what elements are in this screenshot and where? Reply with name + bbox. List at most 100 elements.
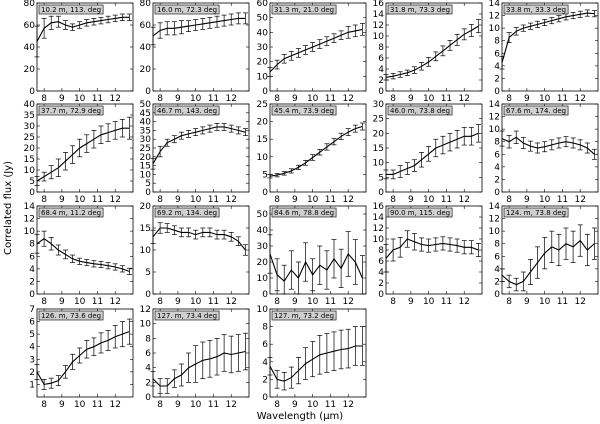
y-tick-label: 4 [29,265,35,275]
chart-panel-18: 0 2 4 6 8 10 8 9 10 11 12 127. m, 73.2 deg [257,305,367,410]
panel-title-box [154,207,220,218]
y-tick-label: 0 [378,188,384,198]
y-tick-label: 25 [373,115,384,125]
x-tick-label: 12 [342,94,353,104]
y-tick-label: 10 [24,166,36,176]
x-tick-label: 11 [92,400,103,410]
y-tick-label: 40 [257,226,269,236]
x-tick-label: 12 [225,400,236,410]
y-tick-label: 10 [489,227,501,237]
y-tick-label: 1 [29,380,35,390]
y-tick-label: 0 [145,188,151,198]
y-tick-label: 60 [257,0,269,9]
panel-title-box [503,4,569,15]
x-tick-label: 11 [325,195,336,205]
y-tick-label: 8 [494,240,500,250]
x-tick-label: 9 [408,297,414,307]
x-tick-label: 12 [458,94,469,104]
x-tick-label: 8 [274,94,280,104]
y-tick-label: 4 [145,364,151,374]
x-tick-label: 11 [441,297,452,307]
y-tick-label: 8 [29,240,35,250]
y-tick-label: 6 [494,150,500,160]
y-tick-label: 2 [494,277,500,287]
x-tick-label: 9 [59,400,65,410]
x-tick-label: 12 [109,94,120,104]
panel-title-box [503,105,569,116]
y-tick-label: 6 [378,257,384,267]
panel-title-box [38,207,104,218]
panel-title-box [271,310,337,321]
y-tick-label: 8 [378,246,384,256]
flux-series-line [269,28,363,73]
x-tick-label: 11 [208,195,219,205]
panel-title-box [154,4,220,15]
y-tick-label: 8 [145,334,151,344]
y-tick-label: 2 [378,279,384,289]
y-tick-label: 6 [145,349,151,359]
x-tick-label: 12 [574,195,585,205]
y-tick-label: 12 [489,215,500,225]
panel-title: 124. m, 73.8 deg [506,209,566,217]
y-tick-label: 10 [140,246,152,256]
x-tick-label: 8 [506,94,512,104]
y-tick-label: 40 [24,43,36,53]
y-tick-label: 10 [257,305,269,315]
y-tick-label: 5 [262,170,268,180]
y-tick-label: 4 [29,343,35,353]
y-tick-label: 80 [140,0,152,9]
x-tick-label: 10 [539,195,551,205]
panel-title: 46.0 m, 73.8 deg [390,107,450,115]
y-tick-label: 12 [489,113,500,123]
panel-frame [269,308,367,398]
panel-title-box [271,207,337,218]
y-tick-label: 20 [257,58,269,68]
y-tick-label: 30 [24,122,36,132]
y-tick-label: 8 [494,37,500,47]
x-tick-label: 10 [307,195,319,205]
flux-series-line [269,345,363,382]
y-tick-label: 10 [373,32,385,42]
y-tick-label: 0 [145,87,151,97]
y-tick-label: 60 [140,21,152,31]
flux-series-line [501,136,595,155]
y-tick-label: 20 [140,65,152,75]
x-tick-label: 8 [506,195,512,205]
y-tick-label: 50 [257,14,269,24]
panel-title: 16.0 m, 72.3 deg [157,6,217,14]
x-tick-label: 11 [92,195,103,205]
x-tick-label: 11 [557,94,568,104]
x-tick-label: 11 [208,400,219,410]
panel-frame [152,2,250,92]
chart-panel-11: 0 2 4 6 8 10 12 14 8 9 10 11 12 68.4 m, 11.2 deg [24,202,134,307]
x-tick-label: 10 [307,94,319,104]
x-tick-label: 12 [342,297,353,307]
panel-title-box [154,310,220,321]
panel-title: 67.6 m, 174. deg [506,107,566,115]
x-tick-label: 8 [157,195,163,205]
panel-frame [385,103,483,193]
flux-series-line [152,227,246,251]
panel-title: 33.8 m, 33.3 deg [506,6,566,14]
x-tick-label: 8 [157,94,163,104]
panel-title: 45.4 m, 73.9 deg [274,107,334,115]
x-tick-label: 9 [175,195,181,205]
x-tick-label: 10 [74,400,86,410]
x-tick-label: 11 [557,297,568,307]
y-tick-label: 0 [145,393,151,403]
panel-title-box [38,105,104,116]
y-tick-label: 10 [373,235,385,245]
x-tick-label: 12 [225,94,236,104]
y-tick-label: 14 [24,202,36,212]
y-tick-label: 5 [145,179,151,189]
y-tick-label: 15 [24,155,35,165]
x-tick-label: 10 [190,297,202,307]
x-tick-label: 12 [109,297,120,307]
x-tick-label: 12 [109,195,120,205]
panel-frame [501,205,599,295]
y-tick-label: 30 [140,135,152,145]
y-tick-label: 2 [29,368,35,378]
x-tick-label: 8 [274,297,280,307]
y-tick-label: 40 [24,100,36,110]
